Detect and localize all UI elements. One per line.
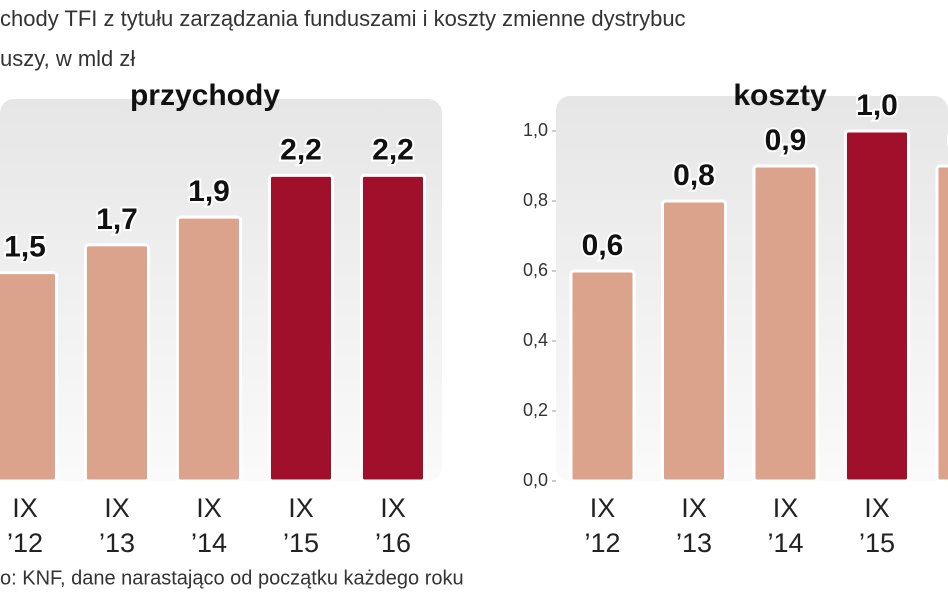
bar [360,173,426,483]
value-label: 0,9 [765,124,807,157]
value-label: 0,8 [673,159,715,192]
bar [935,164,948,483]
bar [268,173,334,483]
x-tick-label: IX [380,493,406,523]
x-tick-label: ’12 [584,528,620,558]
x-tick-label: ’15 [859,528,895,558]
y-tick-label: 0,8 [523,190,548,210]
value-label: 2,2 [280,133,322,166]
bar [569,269,636,483]
x-tick-label: ’14 [191,528,227,558]
value-label: 1,7 [96,203,138,236]
subtitle: uszy, w mld zł [0,46,135,71]
bar [84,243,150,483]
bar [176,215,242,483]
y-tick-label: 0,2 [523,400,548,420]
x-tick-label: IX [590,493,616,523]
x-tick-label: ’13 [99,528,135,558]
value-label: 1,5 [4,231,46,264]
x-tick-label: ’13 [676,528,712,558]
x-tick-label: IX [864,493,890,523]
y-tick-label: 1,0 [523,120,548,140]
value-label: 1,0 [856,89,898,122]
x-tick-label: IX [104,493,130,523]
y-tick-label: 0,4 [523,330,548,350]
x-tick-label: ’16 [375,528,411,558]
x-tick-label: ’14 [767,528,803,558]
bar [752,164,819,483]
bar [661,199,727,483]
x-tick-label: ’15 [283,528,319,558]
chart-title: koszty [733,79,827,112]
value-label: 0,6 [582,229,624,262]
x-tick-label: IX [773,493,799,523]
bar [0,271,58,483]
x-tick-label: IX [196,493,222,523]
source: o: KNF, dane narastająco od początku każ… [0,567,464,589]
x-tick-label: IX [288,493,314,523]
value-label: 2,2 [372,133,414,166]
chart-title: przychody [130,79,280,112]
x-tick-label: ’12 [7,528,43,558]
x-tick-label: IX [12,493,38,523]
bar [844,129,910,483]
y-tick-label: 0,0 [523,470,548,490]
x-tick-label: IX [681,493,707,523]
y-tick-label: 0,6 [523,260,548,280]
value-label: 1,9 [188,175,230,208]
title: chody TFI z tytułu zarządzania funduszam… [0,6,686,31]
